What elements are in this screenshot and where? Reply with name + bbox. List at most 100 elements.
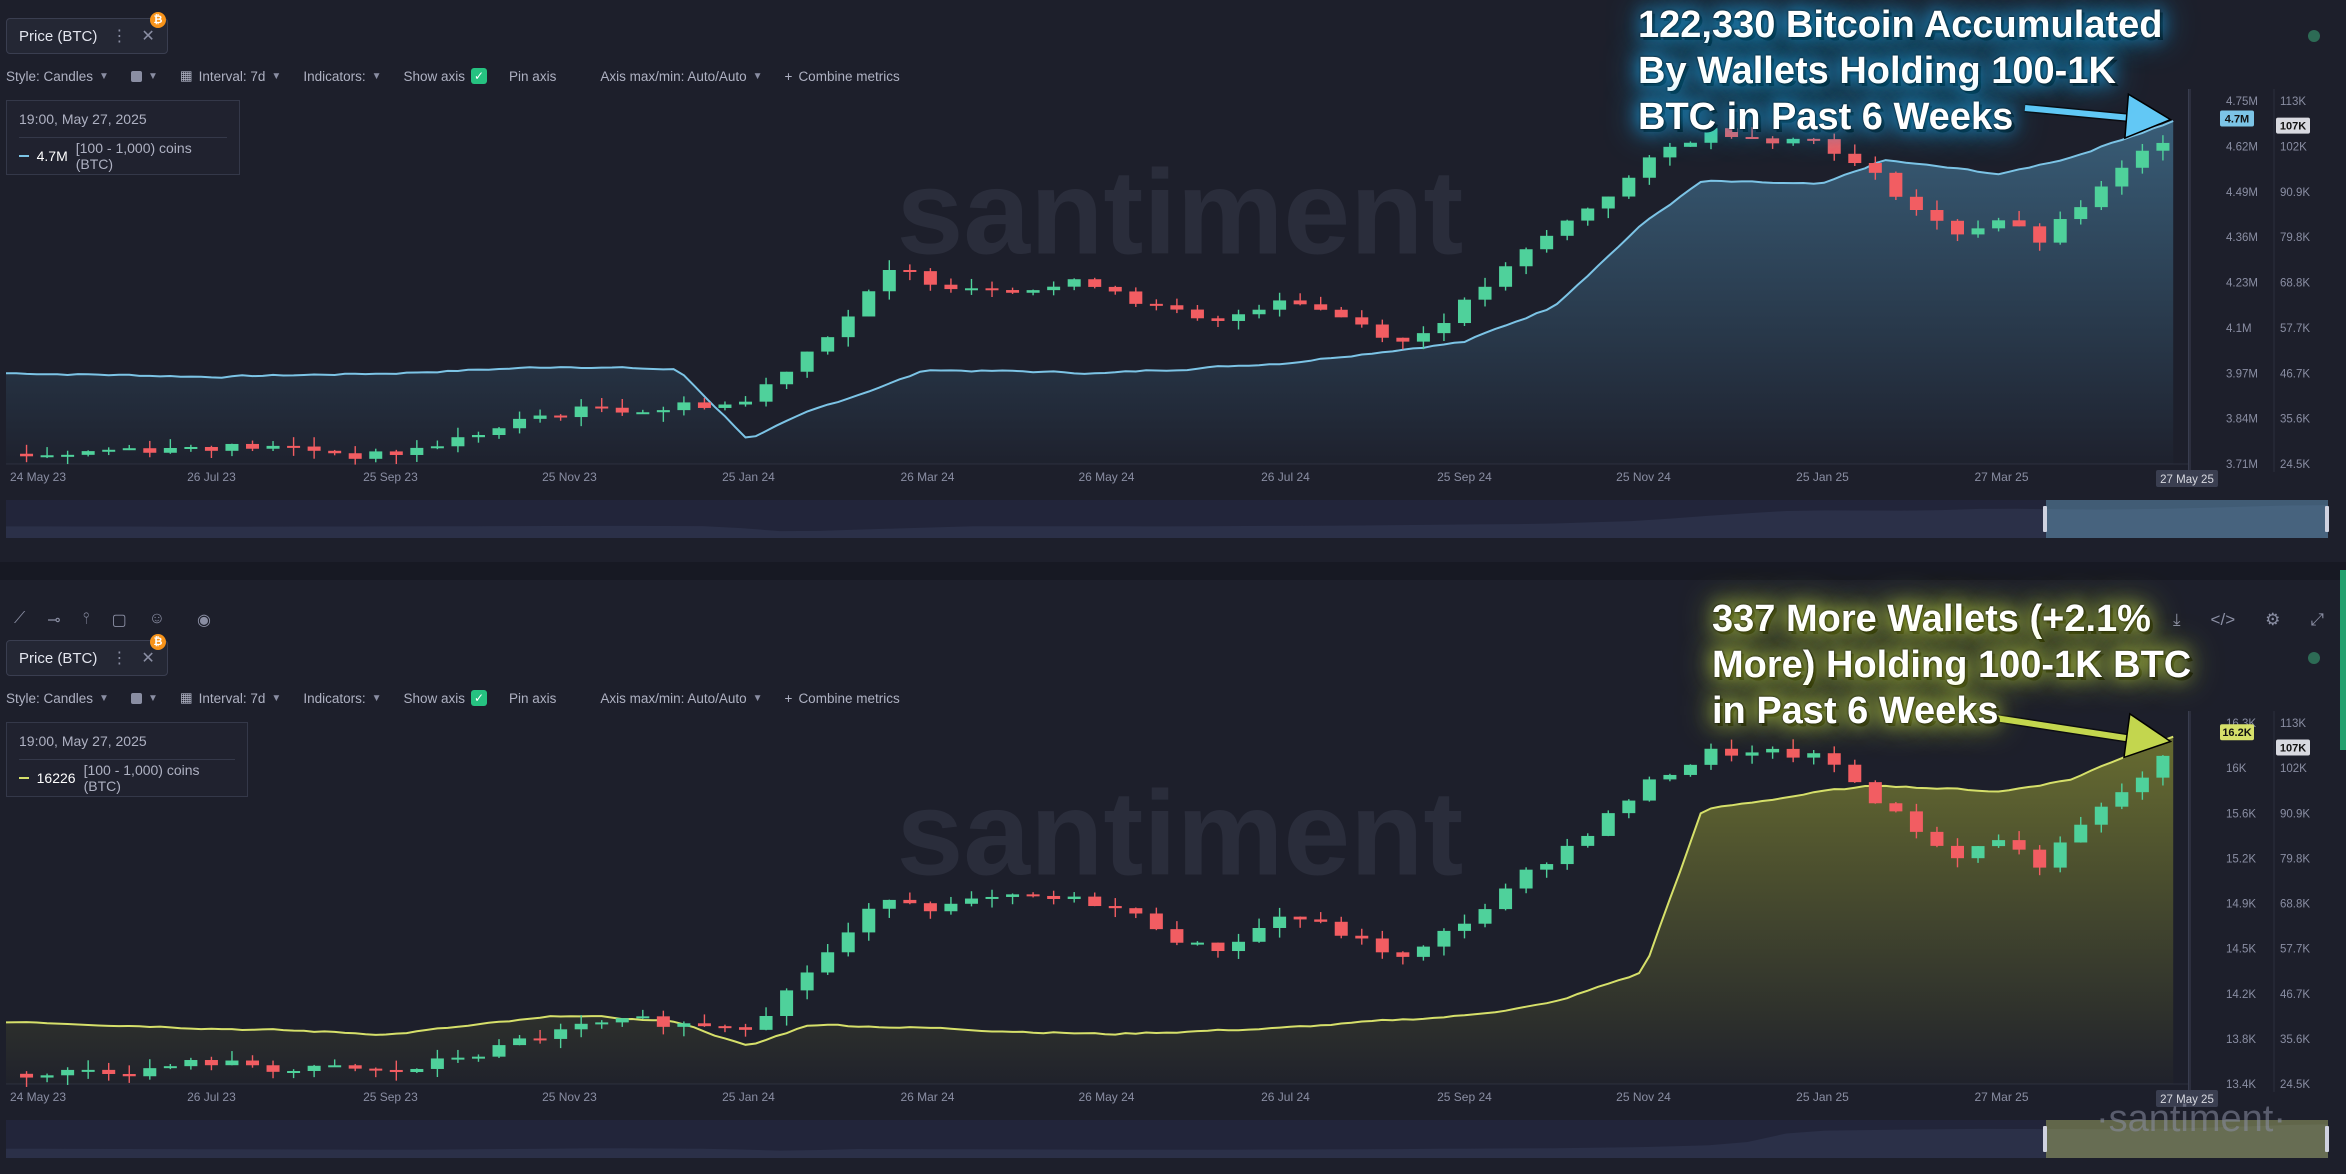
- candle-body: [1047, 286, 1061, 291]
- candle-body: [862, 908, 876, 933]
- navigator-handle: [2325, 1126, 2329, 1152]
- candle-body: [1437, 323, 1451, 334]
- candle-body: [1211, 318, 1225, 321]
- gear-icon[interactable]: ⚙: [2265, 610, 2281, 629]
- interval-dropdown[interactable]: ▦ Interval: 7d ▼: [179, 690, 282, 706]
- code-icon[interactable]: </>: [2210, 610, 2236, 629]
- panel-tools: ⤓ </> ⚙ ⤢: [2173, 610, 2324, 630]
- style-dropdown[interactable]: Style: Candles ▼: [6, 68, 109, 84]
- candle-body: [1314, 304, 1328, 310]
- candle-body: [430, 1058, 444, 1069]
- x-tick-label: 25 Nov 24: [1616, 1090, 1671, 1104]
- candle-body: [122, 1074, 136, 1077]
- candle-body: [2156, 142, 2170, 151]
- navigator-selection: [2046, 500, 2328, 538]
- more-icon[interactable]: ⋮: [111, 28, 128, 45]
- close-icon[interactable]: ✕: [141, 28, 155, 45]
- candle-body: [184, 446, 198, 449]
- style-dropdown[interactable]: Style: Candles ▼: [6, 690, 109, 706]
- candle-body: [287, 445, 301, 448]
- x-tick-label: 25 Sep 23: [363, 470, 418, 484]
- chevron-down-icon: ▼: [271, 70, 282, 82]
- annotation-arrow-head: [2124, 92, 2173, 140]
- horizontal-line-icon[interactable]: ⊸: [47, 612, 61, 629]
- candle-body: [389, 451, 403, 455]
- candle-body: [1950, 845, 1964, 859]
- bottom-price-tab[interactable]: Price (BTC) ⋮ ✕: [6, 640, 168, 676]
- checkbox-checked-icon[interactable]: ✓: [471, 690, 488, 706]
- combine-metrics-button[interactable]: + Combine metrics: [784, 690, 900, 706]
- candle-body: [389, 1069, 403, 1073]
- note-icon[interactable]: ▢: [111, 612, 127, 629]
- candle-body: [821, 337, 835, 352]
- series-swatch: [19, 155, 29, 157]
- pin-axis-toggle[interactable]: Pin axis: [509, 690, 557, 706]
- show-axis-toggle[interactable]: Show axis ✓: [404, 68, 488, 84]
- interval-dropdown[interactable]: ▦ Interval: 7d ▼: [179, 68, 282, 84]
- top-legend: 19:00, May 27, 2025 4.7M [100 - 1,000) c…: [6, 100, 240, 175]
- price-badge: [2276, 739, 2310, 756]
- line-tool-icon[interactable]: ⟋: [14, 610, 26, 627]
- candle-body: [1396, 952, 1410, 957]
- expand-icon[interactable]: ⤢: [2310, 610, 2324, 629]
- candle-body: [1745, 752, 1759, 756]
- x-tick-label: 25 Jan 24: [722, 1090, 775, 1104]
- metric-badge: [2220, 110, 2254, 127]
- legend-value: 4.7M: [36, 148, 68, 164]
- candle-body: [1499, 888, 1513, 910]
- axis-minmax-dropdown[interactable]: Axis max/min: Auto/Auto ▼: [600, 68, 763, 84]
- annotation-arrow-shaft: [1994, 715, 2149, 745]
- legend-metric-row[interactable]: 4.7M [100 - 1,000) coins (BTC): [19, 137, 227, 174]
- bottom-toolbar: Style: Candles ▼ ▼ ▦ Interval: 7d ▼ Indicat…: [6, 690, 922, 706]
- candle-body: [2156, 755, 2170, 778]
- color-dropdown[interactable]: ▼: [130, 70, 158, 82]
- candle-body: [1519, 869, 1533, 889]
- y-right-tick-label: 35.6K: [2280, 414, 2310, 426]
- color-dropdown[interactable]: ▼: [130, 692, 158, 704]
- y-left-tick-label: 4.62M: [2226, 141, 2258, 153]
- candle-body: [163, 1066, 177, 1069]
- candle-body: [1006, 894, 1020, 897]
- chevron-down-icon: ▼: [752, 692, 763, 704]
- y-right-tick-label: 46.7K: [2280, 989, 2310, 1001]
- scroll-indicator[interactable]: [2340, 570, 2346, 750]
- candle-body: [636, 412, 650, 415]
- vertical-line-icon[interactable]: ⫯: [82, 610, 90, 627]
- more-icon[interactable]: ⋮: [111, 650, 128, 667]
- chevron-down-icon: ▼: [147, 70, 158, 82]
- candle-body: [348, 1065, 362, 1069]
- combine-metrics-button[interactable]: + Combine metrics: [784, 68, 900, 84]
- axis-minmax-dropdown[interactable]: Axis max/min: Auto/Auto ▼: [600, 690, 763, 706]
- candle-body: [1725, 748, 1739, 756]
- indicators-dropdown[interactable]: Indicators: ▼: [303, 690, 382, 706]
- eye-icon[interactable]: ◉: [197, 612, 212, 629]
- candle-body: [985, 896, 999, 899]
- top-price-tab[interactable]: Price (BTC) ⋮ ✕: [6, 18, 168, 54]
- metric-area: [6, 736, 2174, 1084]
- candle-body: [163, 447, 177, 453]
- indicators-dropdown[interactable]: Indicators: ▼: [303, 68, 382, 84]
- legend-metric: [100 - 1,000) coins (BTC): [75, 140, 192, 172]
- candle-body: [2074, 207, 2088, 220]
- candle-body: [328, 1065, 342, 1068]
- candle-body: [1581, 835, 1595, 846]
- pin-axis-toggle[interactable]: Pin axis: [509, 68, 557, 84]
- x-tick-label: 26 Jul 24: [1261, 1090, 1310, 1104]
- download-icon[interactable]: ⤓: [2173, 610, 2181, 629]
- bitcoin-icon: ₿: [150, 12, 166, 28]
- candle-body: [1683, 764, 1697, 775]
- candle-body: [20, 1073, 34, 1078]
- annotation-arrow-head: [2123, 712, 2173, 759]
- candle-body: [1704, 748, 1718, 765]
- show-axis-toggle[interactable]: Show axis ✓: [404, 690, 488, 706]
- legend-metric-row[interactable]: 16226 [100 - 1,000) coins (BTC): [19, 759, 235, 796]
- checkbox-checked-icon[interactable]: ✓: [471, 68, 488, 84]
- candle-body: [102, 449, 116, 452]
- emoji-icon[interactable]: ☺: [148, 610, 166, 627]
- candle-body: [554, 415, 568, 418]
- candle-body: [1252, 309, 1266, 315]
- candle-body: [246, 443, 260, 449]
- y-left-tick-label: 3.84M: [2226, 414, 2258, 426]
- close-icon[interactable]: ✕: [141, 650, 155, 667]
- candle-body: [410, 1068, 424, 1073]
